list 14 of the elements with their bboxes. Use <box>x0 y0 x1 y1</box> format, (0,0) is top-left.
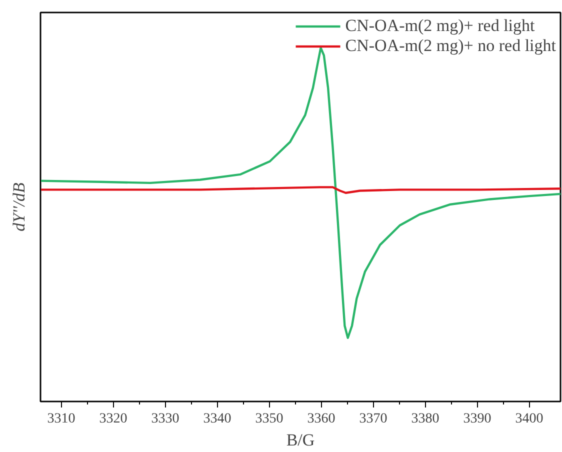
x-tick-label: 3340 <box>203 412 232 426</box>
x-tick-label: 3350 <box>255 412 284 426</box>
legend-label: CN-OA-m(2 mg)+ red light <box>345 16 535 36</box>
x-tick-label: 3310 <box>47 412 76 426</box>
x-tick-label: 3380 <box>411 412 440 426</box>
legend-label: CN-OA-m(2 mg)+ no red light <box>345 36 556 56</box>
x-tick-label: 3360 <box>307 412 336 426</box>
x-tick-label: 3400 <box>515 412 544 426</box>
x-axis-title: B/G <box>286 430 315 450</box>
y-axis-title: dY''/dB <box>10 182 28 232</box>
x-tick-label: 3370 <box>359 412 388 426</box>
x-tick-label: 3320 <box>99 412 128 426</box>
x-tick-label: 3330 <box>151 412 180 426</box>
x-tick-label: 3390 <box>463 412 492 426</box>
